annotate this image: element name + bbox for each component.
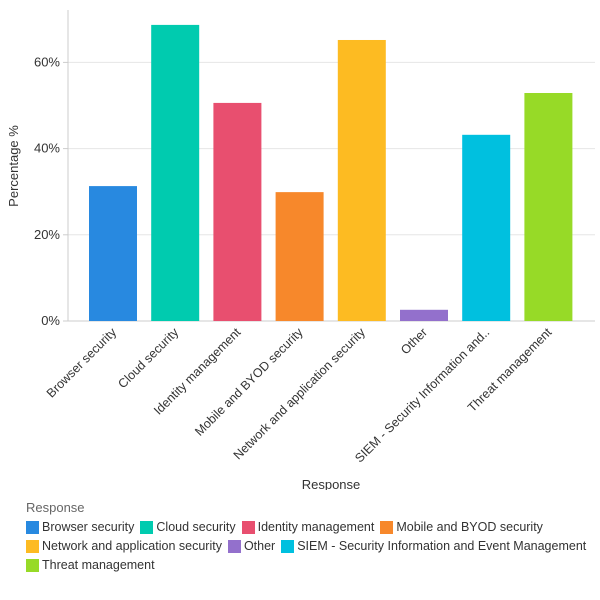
- legend-swatch: [140, 520, 154, 534]
- legend-item[interactable]: Identity management: [241, 520, 375, 534]
- y-tick-label: 40%: [34, 141, 60, 156]
- legend-swatch: [26, 539, 39, 553]
- x-tick-label: Other: [398, 325, 430, 357]
- legend-label: Mobile and BYOD security: [396, 520, 543, 534]
- legend-swatch: [26, 520, 39, 534]
- legend-label: Threat management: [42, 558, 155, 572]
- x-tick-label: Cloud security: [115, 325, 181, 391]
- legend-label: Network and application security: [42, 539, 222, 553]
- legend-item[interactable]: Mobile and BYOD security: [380, 520, 543, 534]
- bar[interactable]: [337, 39, 386, 321]
- x-tick-label: Browser security: [44, 325, 120, 401]
- legend-swatch: [241, 520, 255, 534]
- y-tick-label: 60%: [34, 54, 60, 69]
- legend-label: Cloud security: [156, 520, 236, 534]
- bar[interactable]: [524, 93, 573, 321]
- y-axis-label: Percentage %: [6, 125, 21, 207]
- bar[interactable]: [151, 24, 200, 321]
- legend-item[interactable]: SIEM - Security Information and Event Ma…: [281, 539, 586, 553]
- legend-item[interactable]: Threat management: [26, 558, 155, 572]
- legend-swatch: [26, 558, 39, 572]
- legend-swatch: [281, 539, 295, 553]
- y-tick-label: 20%: [34, 227, 60, 242]
- legend: Response Browser security Cloud security I…: [26, 500, 596, 572]
- legend-label: SIEM - Security Information and Event Ma…: [297, 539, 587, 553]
- legend-item[interactable]: Other: [227, 539, 276, 553]
- bar[interactable]: [275, 192, 324, 321]
- legend-swatch: [380, 520, 394, 534]
- legend-label: Browser security: [42, 520, 135, 534]
- y-tick-label: 0%: [41, 313, 60, 328]
- bar[interactable]: [400, 309, 448, 321]
- legend-label: Identity management: [257, 520, 375, 534]
- x-axis-label: Response: [302, 477, 361, 490]
- legend-item[interactable]: Cloud security: [140, 520, 236, 534]
- bar[interactable]: [213, 102, 262, 321]
- bar[interactable]: [462, 134, 511, 321]
- legend-item[interactable]: Network and application security: [26, 539, 222, 553]
- legend-label: Other: [243, 539, 276, 553]
- legend-swatch: [227, 539, 241, 553]
- x-tick-label: Mobile and BYOD security: [192, 325, 306, 439]
- bar[interactable]: [89, 186, 137, 321]
- x-tick-label: SIEM - Security Information and..: [352, 325, 492, 465]
- x-tick-label: Network and application security: [231, 325, 369, 463]
- legend-title: Response: [26, 500, 85, 515]
- legend-item[interactable]: Browser security: [26, 520, 134, 534]
